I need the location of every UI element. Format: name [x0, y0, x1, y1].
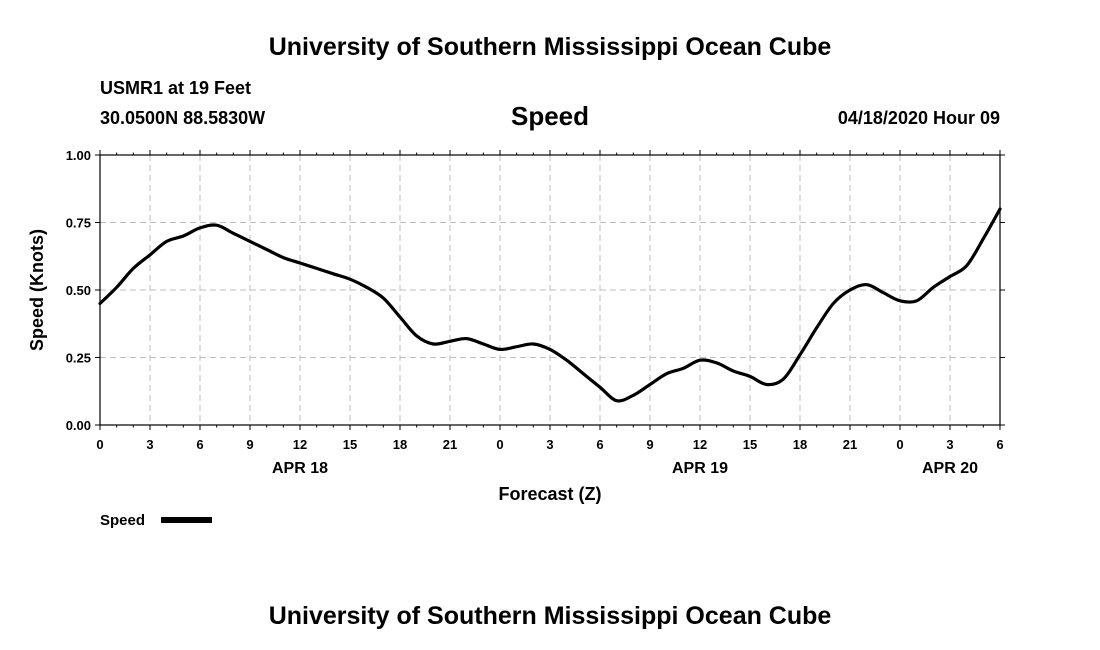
x-tick-label: 6 — [596, 437, 603, 452]
date-label: APR 18 — [272, 460, 328, 477]
y-tick-label: 0.50 — [66, 283, 91, 298]
station-coords: 30.0500N 88.5830W — [100, 108, 265, 128]
plot-series — [98, 207, 1002, 403]
x-tick-label: 18 — [793, 437, 807, 452]
x-axis-label: Forecast (Z) — [498, 484, 601, 504]
y-tick-label: 0.00 — [66, 418, 91, 433]
x-tick-label: 6 — [996, 437, 1003, 452]
footer-title: University of Southern Mississippi Ocean… — [269, 602, 832, 630]
page-title: University of Southern Mississippi Ocean… — [269, 33, 832, 61]
chart-title: Speed — [511, 101, 589, 131]
x-tick-label: 0 — [896, 437, 903, 452]
x-tick-label: 3 — [946, 437, 953, 452]
x-tick-label: 0 — [96, 437, 103, 452]
x-tick-label: 15 — [343, 437, 357, 452]
date-label: APR 19 — [672, 460, 728, 477]
y-tick-label: 0.25 — [66, 351, 91, 366]
plot-grid — [100, 155, 1000, 425]
x-tick-label: 18 — [393, 437, 407, 452]
x-tick-label: 9 — [646, 437, 653, 452]
x-tick-label: 21 — [843, 437, 857, 452]
y-tick-label: 1.00 — [66, 148, 91, 163]
forecast-timestamp: 04/18/2020 Hour 09 — [838, 108, 1000, 128]
x-tick-label: 15 — [743, 437, 757, 452]
x-tick-label: 6 — [196, 437, 203, 452]
x-tick-label: 3 — [146, 437, 153, 452]
x-tick-label: 9 — [246, 437, 253, 452]
date-label: APR 20 — [922, 460, 978, 477]
legend-label: Speed — [100, 512, 145, 529]
legend: Speed — [100, 512, 212, 529]
plot-frame — [99, 154, 1001, 426]
plot-axes: 0 3 6 9 12 15 18 21 0 3 6 9 12 15 18 21 0 3 6 0.00 0.25 0.50 0… — [66, 148, 1005, 477]
x-tick-label: 0 — [496, 437, 503, 452]
y-tick-label: 0.75 — [66, 216, 91, 231]
x-tick-label: 12 — [293, 437, 307, 452]
x-tick-label: 3 — [546, 437, 553, 452]
x-tick-label: 12 — [693, 437, 707, 452]
y-axis-label: Speed (Knots) — [27, 229, 47, 351]
series-line-speed — [98, 207, 1002, 403]
station-label: USMR1 at 19 Feet — [100, 78, 251, 98]
x-tick-label: 21 — [443, 437, 457, 452]
